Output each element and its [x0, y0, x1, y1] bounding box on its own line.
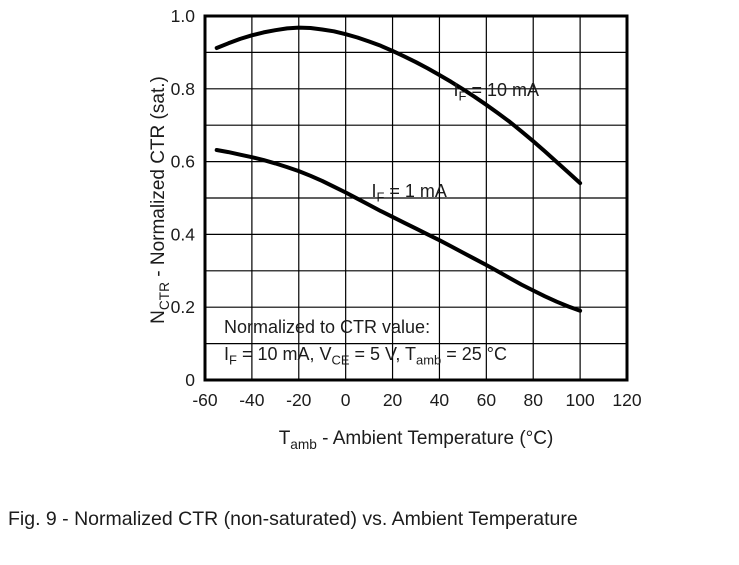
normalization-note-line-1: Normalized to CTR value: — [224, 317, 431, 337]
y-tick-label: 0.4 — [171, 224, 196, 244]
x-tick-label: 60 — [477, 390, 497, 410]
ctr-vs-temperature-chart: -60 -40 -20 0 20 40 60 80 100 120 0 0.2 0.4 0.6 0.8 1.0 — [171, 6, 642, 410]
x-tick-label: 80 — [523, 390, 543, 410]
y-tick-label: 1.0 — [171, 6, 196, 26]
series-label-0: IF = 10 mA — [453, 80, 539, 105]
x-tick-label: -60 — [192, 390, 218, 410]
normalization-note: Normalized to CTR value: IF = 10 mA, VCE… — [224, 314, 507, 374]
y-tick-label: 0 — [185, 370, 195, 390]
x-tick-label: 100 — [566, 390, 595, 410]
x-tick-label: 20 — [383, 390, 403, 410]
y-tick-label: 0.6 — [171, 152, 195, 172]
series-curve-0 — [214, 25, 583, 186]
plot-frame — [203, 14, 629, 382]
x-tick-label: 40 — [430, 390, 450, 410]
x-tick-label: 0 — [341, 390, 351, 410]
x-tick-label: -40 — [239, 390, 265, 410]
y-axis-title: NCTR - Normalized CTR (sat.) — [148, 76, 172, 324]
x-tick-label: 120 — [612, 390, 641, 410]
x-axis-title: Tamb - Ambient Temperature (°C) — [278, 428, 554, 452]
x-tick-label: -20 — [286, 390, 312, 410]
normalization-note-line-2: IF = 10 mA, VCE = 5 V, Tamb = 25 °C — [224, 344, 507, 368]
figure-caption: Fig. 9 - Normalized CTR (non-saturated) … — [8, 508, 578, 530]
series-label-1: IF = 1 mA — [371, 180, 447, 205]
y-tick-label: 0.2 — [171, 297, 195, 317]
series-curve-1 — [214, 148, 583, 313]
y-tick-label: 0.8 — [171, 79, 195, 99]
